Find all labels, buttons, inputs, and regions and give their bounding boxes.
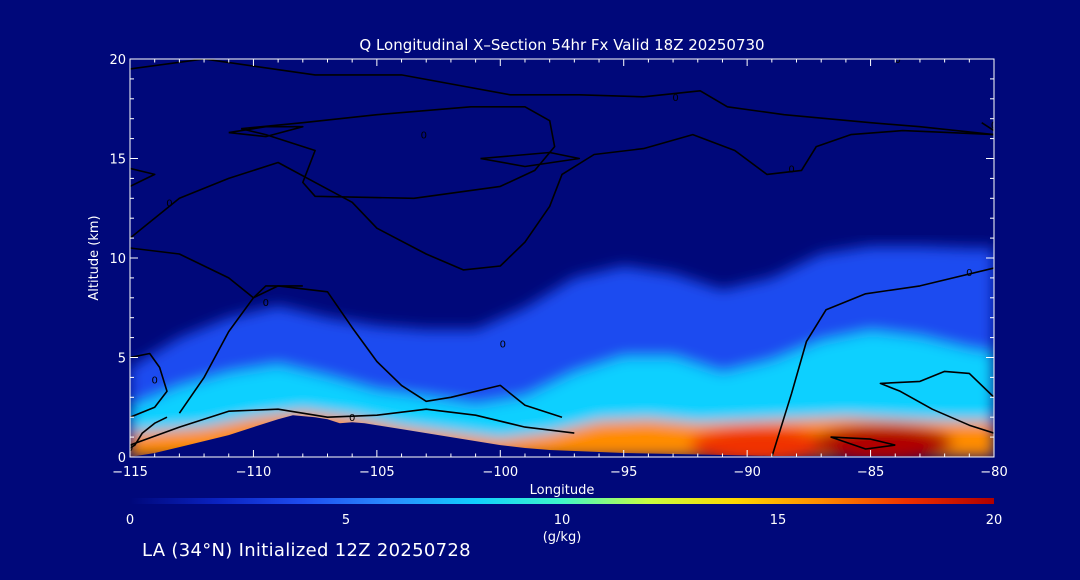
y-tick-label-3: 15 (109, 153, 126, 168)
x-tick-label-2: −105 (359, 465, 395, 480)
contour-label-9: 0 (672, 93, 678, 104)
contour-line-8 (240, 106, 556, 200)
chart-title: Q Longitudinal X–Section 54hr Fx Valid 1… (359, 36, 764, 54)
x-axis: −115 −110 −105 −100 −95 −90 −85 −80 (112, 59, 1008, 480)
y-tick-label-1: 5 (118, 352, 126, 367)
contour-label-0: 0 (349, 413, 355, 424)
colorbar-tick-label-1: 5 (342, 513, 350, 528)
y-tick-label-2: 10 (109, 252, 126, 267)
contour-line-13 (830, 436, 896, 450)
contour-label-6: 0 (788, 164, 794, 175)
terrain-profile (130, 415, 994, 457)
contour-line-11 (480, 151, 581, 168)
colorbar-gradient (130, 498, 994, 504)
colorbar-tick-label-0: 0 (126, 513, 134, 528)
contour-label-14: 0 (991, 121, 997, 132)
contour-line-0 (130, 408, 575, 446)
footer-caption: LA (34°N) Initialized 12Z 20250728 (142, 540, 471, 561)
colorbar: 0 5 10 15 20 (126, 498, 1002, 528)
contour-line-2 (130, 352, 168, 418)
y-tick-label-0: 0 (118, 451, 126, 466)
x-tick-label-5: −90 (733, 465, 760, 480)
contour-label-7: 0 (166, 198, 172, 209)
contour-label-3: 0 (500, 340, 506, 351)
contour-line-12 (130, 167, 156, 188)
contour-line-14 (981, 122, 994, 132)
contour-label-4: 0 (263, 298, 269, 309)
y-axis: 0 5 10 15 20 (109, 53, 994, 466)
contour-line-3 (178, 285, 563, 418)
contour-line-5 (879, 370, 994, 434)
x-tick-label-1: −110 (236, 465, 272, 480)
x-tick-label-6: −85 (857, 465, 884, 480)
contour-label-8: 0 (421, 131, 427, 142)
contour-label-15: 0 (895, 55, 901, 66)
x-tick-label-7: −80 (980, 465, 1007, 480)
q-max-central (689, 427, 830, 457)
x-tick-label-0: −115 (112, 465, 148, 480)
colorbar-tick-label-4: 20 (986, 513, 1003, 528)
x-tick-label-3: −100 (482, 465, 518, 480)
terrain (130, 415, 994, 457)
colorbar-tick-label-2: 10 (554, 513, 571, 528)
contour-label-2: 0 (151, 375, 157, 386)
q-max-east (812, 425, 953, 457)
contour-line-6 (771, 267, 994, 457)
contour-line-7 (130, 129, 994, 271)
contour-line-4 (130, 247, 303, 299)
x-tick-label-4: −95 (610, 465, 637, 480)
contour-label-1: 0 (127, 443, 133, 454)
contour-line-1 (130, 416, 168, 449)
colorbar-units: (g/kg) (543, 530, 582, 545)
contour-line-9 (130, 59, 994, 136)
x-axis-label: Longitude (530, 483, 595, 498)
y-tick-label-4: 20 (109, 53, 126, 68)
contour-line-10 (228, 125, 304, 138)
colorbar-tick-label-3: 15 (770, 513, 787, 528)
y-axis-label: Altitude (km) (87, 215, 102, 300)
